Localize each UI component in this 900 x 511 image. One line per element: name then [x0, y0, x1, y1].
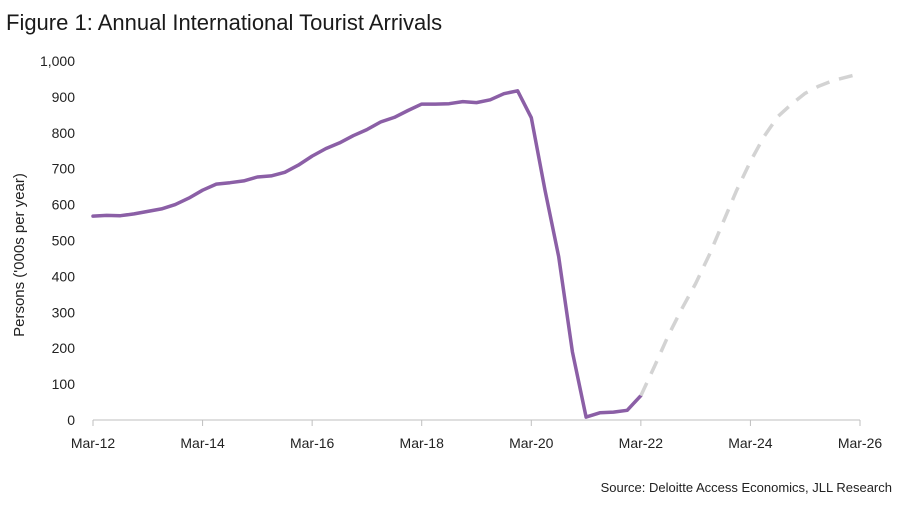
- y-axis-label: Persons ('000s per year): [11, 173, 28, 337]
- y-tick-label: 1,000: [40, 53, 75, 69]
- y-tick-label: 300: [52, 304, 76, 320]
- y-tick-label: 800: [52, 125, 76, 141]
- y-tick-label: 100: [52, 376, 76, 392]
- x-tick-label: Mar-26: [838, 435, 883, 451]
- y-tick-label: 200: [52, 340, 76, 356]
- chart-axes: Mar-12 Mar-14 Mar-16 Mar-18 Mar-20 Mar-22 Mar-…: [40, 53, 882, 451]
- actual-series-line: [91, 89, 643, 419]
- x-tick-label: Mar-22: [619, 435, 664, 451]
- y-tick-label: 500: [52, 233, 76, 249]
- y-tick-label: 900: [52, 89, 76, 105]
- y-tick-label: 0: [67, 412, 75, 428]
- x-tick-label: Mar-16: [290, 435, 335, 451]
- y-tick-label: 600: [52, 197, 76, 213]
- chart-series: [91, 71, 861, 419]
- x-tick-label: Mar-18: [400, 435, 445, 451]
- x-tick-label: Mar-14: [180, 435, 225, 451]
- forecast-series-line: [639, 71, 861, 397]
- x-tick-label: Mar-20: [509, 435, 554, 451]
- x-tick-label: Mar-12: [71, 435, 116, 451]
- x-tick-label: Mar-24: [728, 435, 773, 451]
- chart-source: Source: Deloitte Access Economics, JLL R…: [600, 480, 892, 495]
- y-tick-label: 400: [52, 268, 76, 284]
- y-tick-label: 700: [52, 161, 76, 177]
- chart-title: Figure 1: Annual International Tourist A…: [6, 10, 443, 35]
